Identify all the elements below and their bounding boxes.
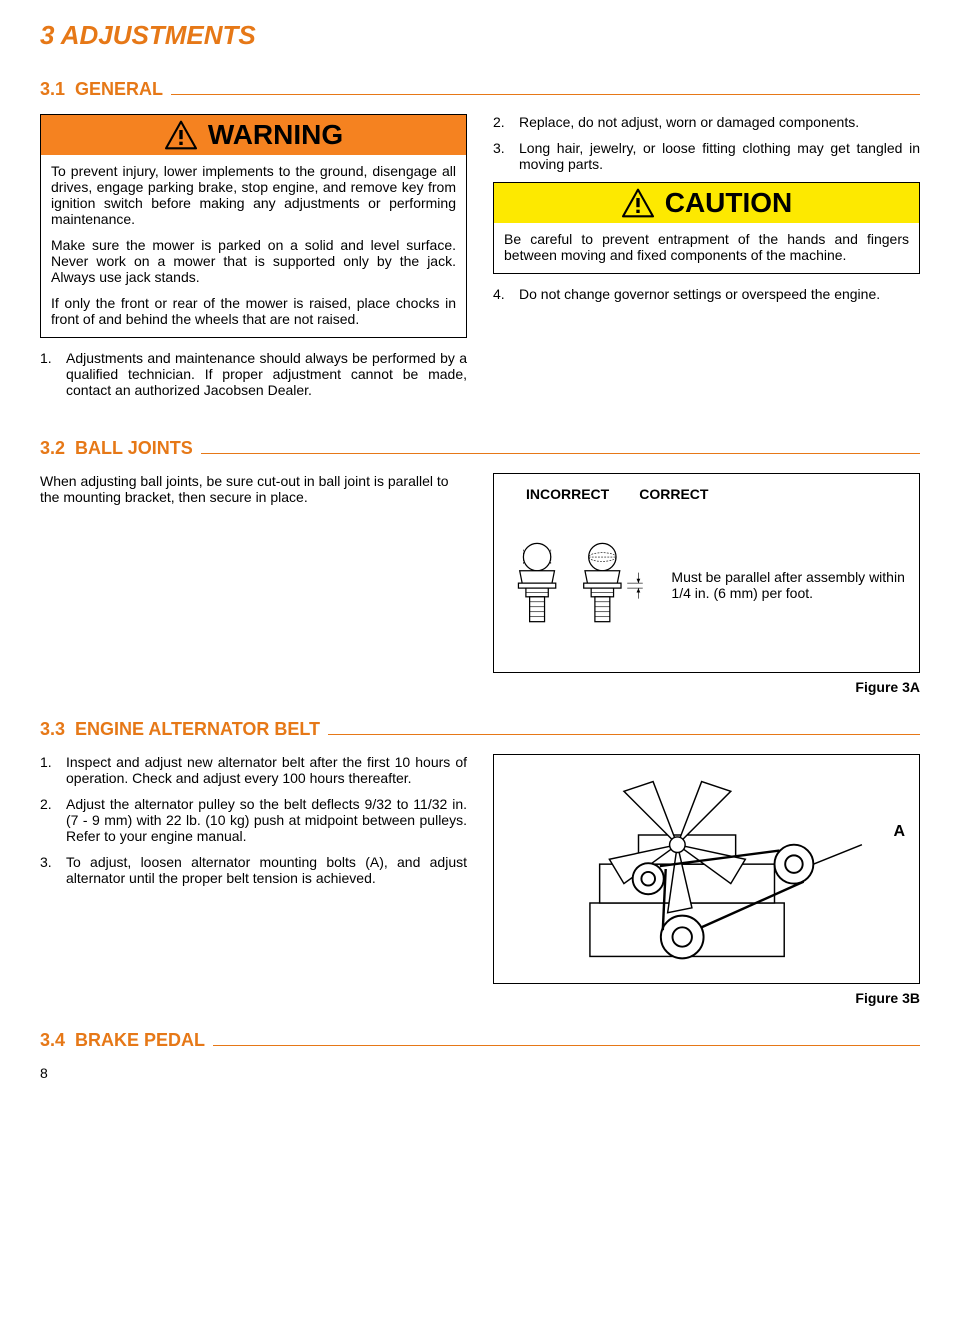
- list-item: 3. Long hair, jewelry, or loose fitting …: [493, 140, 920, 172]
- warning-label: WARNING: [208, 119, 343, 151]
- chapter-title: 3 ADJUSTMENTS: [40, 20, 920, 51]
- warning-p3: If only the front or rear of the mower i…: [51, 295, 456, 327]
- item-num: 2.: [493, 114, 519, 130]
- section-underline: [201, 453, 920, 454]
- section-header-alternator: 3.3 ENGINE ALTERNATOR BELT: [40, 719, 920, 740]
- ball-joints-row: When adjusting ball joints, be sure cut-…: [40, 473, 920, 719]
- section-header-ball-joints: 3.2 BALL JOINTS: [40, 438, 920, 459]
- list-item: 2. Replace, do not adjust, worn or damag…: [493, 114, 920, 130]
- caution-triangle-icon: [621, 188, 655, 218]
- engine-diagram-icon: [506, 767, 907, 971]
- figure-3b-box: A: [493, 754, 920, 984]
- section-name: GENERAL: [75, 79, 163, 100]
- ball-joint-diagram-icon: [506, 510, 661, 660]
- warning-p2: Make sure the mower is parked on a solid…: [51, 237, 456, 285]
- warning-box: WARNING To prevent injury, lower impleme…: [40, 114, 467, 338]
- section-num: 3.1: [40, 79, 65, 100]
- figure-3b-caption: Figure 3B: [493, 990, 920, 1006]
- item-num: 4.: [493, 286, 519, 302]
- section-name: BRAKE PEDAL: [75, 1030, 205, 1051]
- general-left-col: WARNING To prevent injury, lower impleme…: [40, 114, 467, 408]
- alternator-text-col: 1. Inspect and adjust new alternator bel…: [40, 754, 467, 1030]
- correct-label: CORRECT: [639, 486, 708, 502]
- section-num: 3.3: [40, 719, 65, 740]
- item-text: To adjust, loosen alternator mounting bo…: [66, 854, 467, 886]
- list-item: 2. Adjust the alternator pulley so the b…: [40, 796, 467, 844]
- chapter-name: ADJUSTMENTS: [61, 20, 256, 50]
- list-item: 3. To adjust, loosen alternator mounting…: [40, 854, 467, 886]
- warning-body: To prevent injury, lower implements to t…: [41, 155, 466, 337]
- alternator-list: 1. Inspect and adjust new alternator bel…: [40, 754, 467, 886]
- warning-p1: To prevent injury, lower implements to t…: [51, 163, 456, 227]
- item-text: Long hair, jewelry, or loose fitting clo…: [519, 140, 920, 172]
- section-header-brake: 3.4 BRAKE PEDAL: [40, 1030, 920, 1051]
- section-underline: [171, 94, 920, 95]
- item-text: Inspect and adjust new alternator belt a…: [66, 754, 467, 786]
- item-num: 1.: [40, 754, 66, 786]
- ball-joint-note: Must be parallel after assembly within 1…: [671, 569, 907, 601]
- general-right-list-after: 4. Do not change governor settings or ov…: [493, 286, 920, 302]
- item-text: Do not change governor settings or overs…: [519, 286, 920, 302]
- section-name: BALL JOINTS: [75, 438, 193, 459]
- ball-joint-diagram-layout: Must be parallel after assembly within 1…: [506, 510, 907, 660]
- list-item: 1. Adjustments and maintenance should al…: [40, 350, 467, 398]
- figure-3a-box: INCORRECT CORRECT: [493, 473, 920, 673]
- item-text: Replace, do not adjust, worn or damaged …: [519, 114, 920, 130]
- chapter-number: 3: [40, 20, 54, 50]
- incorrect-label: INCORRECT: [526, 486, 609, 502]
- warning-triangle-icon: [164, 120, 198, 150]
- caution-label: CAUTION: [665, 187, 793, 219]
- section-underline: [328, 734, 920, 735]
- list-item: 1. Inspect and adjust new alternator bel…: [40, 754, 467, 786]
- section-name: ENGINE ALTERNATOR BELT: [75, 719, 320, 740]
- alternator-figure-col: A Figure 3B: [493, 754, 920, 1030]
- figure-3a-caption: Figure 3A: [493, 679, 920, 695]
- item-num: 1.: [40, 350, 66, 398]
- item-text: Adjustments and maintenance should alway…: [66, 350, 467, 398]
- caution-box: CAUTION Be careful to prevent entrapment…: [493, 182, 920, 274]
- item-num: 2.: [40, 796, 66, 844]
- warning-header: WARNING: [41, 115, 466, 155]
- ball-joints-intro: When adjusting ball joints, be sure cut-…: [40, 473, 467, 505]
- ball-joints-text-col: When adjusting ball joints, be sure cut-…: [40, 473, 467, 719]
- item-num: 3.: [40, 854, 66, 886]
- general-columns: WARNING To prevent injury, lower impleme…: [40, 114, 920, 408]
- caution-header: CAUTION: [494, 183, 919, 223]
- section-header-general: 3.1 GENERAL: [40, 79, 920, 100]
- ball-joints-figure-col: INCORRECT CORRECT: [493, 473, 920, 719]
- general-right-col: 2. Replace, do not adjust, worn or damag…: [493, 114, 920, 408]
- section-underline: [213, 1045, 920, 1046]
- page-number: 8: [40, 1065, 920, 1081]
- list-item: 4. Do not change governor settings or ov…: [493, 286, 920, 302]
- caution-body: Be careful to prevent entrapment of the …: [494, 223, 919, 273]
- general-right-list-before: 2. Replace, do not adjust, worn or damag…: [493, 114, 920, 172]
- caution-p1: Be careful to prevent entrapment of the …: [504, 231, 909, 263]
- section-num: 3.4: [40, 1030, 65, 1051]
- engine-label-a: A: [893, 823, 905, 841]
- section-num: 3.2: [40, 438, 65, 459]
- item-text: Adjust the alternator pulley so the belt…: [66, 796, 467, 844]
- alternator-row: 1. Inspect and adjust new alternator bel…: [40, 754, 920, 1030]
- item-num: 3.: [493, 140, 519, 172]
- general-left-list: 1. Adjustments and maintenance should al…: [40, 350, 467, 398]
- ball-joint-labels: INCORRECT CORRECT: [526, 486, 907, 502]
